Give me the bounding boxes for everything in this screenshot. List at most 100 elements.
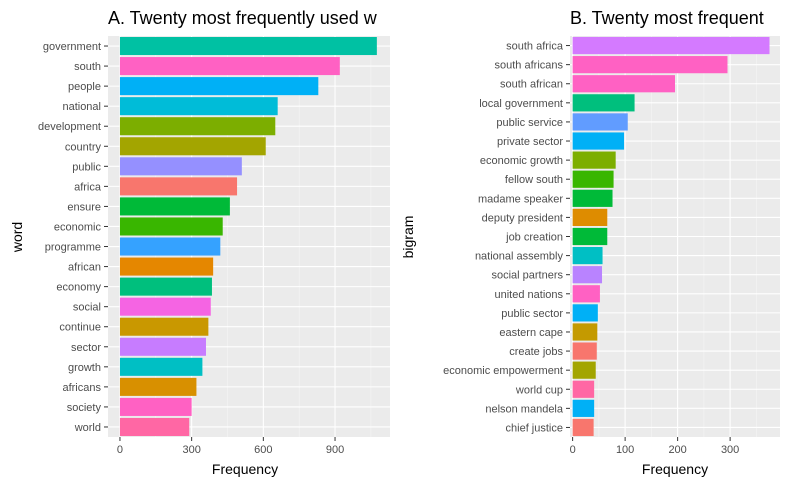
bar-society: [119, 397, 192, 416]
x-tick-label: 300: [182, 444, 200, 456]
bar-public-service: [572, 113, 628, 131]
bar-national-assembly: [572, 247, 603, 265]
y-tick-label: economic empowerment: [443, 365, 563, 377]
panel-b-bars: [572, 36, 770, 437]
bar-south-africa: [572, 36, 770, 55]
y-tick-label: social partners: [491, 270, 563, 282]
bar-chief-justice: [572, 418, 594, 437]
bar-united-nations: [572, 285, 600, 303]
bar-job-creation: [572, 227, 608, 246]
bar-create-jobs: [572, 342, 597, 360]
bar-world: [119, 417, 190, 436]
bar-south-africans: [572, 56, 728, 74]
y-tick-label: public service: [496, 117, 563, 129]
y-tick-label: fellow south: [505, 174, 563, 186]
y-tick-label: south african: [500, 79, 563, 91]
y-tick-label: economic growth: [480, 155, 563, 167]
y-tick-label: government: [43, 41, 101, 53]
y-tick-label: public sector: [501, 308, 563, 320]
bar-deputy-president: [572, 208, 608, 226]
y-tick-label: sector: [71, 342, 101, 354]
bar-nelson-mandela: [572, 399, 595, 417]
bar-economic-growth: [572, 151, 616, 169]
bar-south: [119, 57, 340, 76]
x-tick-label: 900: [326, 444, 344, 456]
bar-development: [119, 117, 276, 136]
bar-africans: [119, 377, 197, 396]
bar-eastern-cape: [572, 323, 598, 341]
panel-a-x-tick-labels: 0 300 600 900: [117, 437, 344, 456]
bar-public-sector: [572, 304, 598, 322]
y-tick-label: nelson mandela: [485, 403, 564, 415]
bar-economic: [119, 217, 223, 236]
bar-country: [119, 137, 266, 156]
y-tick-label: private sector: [497, 136, 563, 148]
y-tick-label: economic: [54, 221, 102, 233]
y-tick-label: madame speaker: [478, 193, 563, 205]
panel-b-y-axis-label: bigram: [400, 216, 416, 259]
bar-economic-empowerment: [572, 361, 596, 379]
panel-b-x-tick-labels: 0 100 200 300: [570, 437, 739, 456]
y-tick-label: africa: [74, 181, 102, 193]
panel-b: B. Twenty most frequent south africasout…: [400, 8, 780, 477]
bar-private-sector: [572, 132, 625, 150]
y-tick-label: africans: [62, 382, 101, 394]
y-tick-label: deputy president: [482, 212, 563, 224]
bar-fellow-south: [572, 170, 614, 188]
bar-economy: [119, 277, 212, 296]
bar-social: [119, 297, 211, 316]
panel-b-x-axis-label: Frequency: [642, 461, 708, 477]
x-tick-label: 0: [117, 444, 123, 456]
y-tick-label: chief justice: [506, 422, 563, 434]
x-tick-label: 200: [668, 444, 686, 456]
y-tick-label: world: [74, 422, 101, 434]
panel-a-y-tick-labels: government south people national development…: [38, 41, 108, 434]
bar-ensure: [119, 197, 230, 216]
y-tick-label: african: [68, 262, 101, 274]
y-tick-label: south: [74, 61, 101, 73]
bar-local-government: [572, 94, 635, 112]
y-tick-label: job creation: [505, 232, 563, 244]
x-tick-label: 100: [616, 444, 634, 456]
bar-public: [119, 157, 242, 176]
bar-africa: [119, 177, 238, 196]
bar-social-partners: [572, 266, 603, 284]
panel-a-title: A. Twenty most frequently used w: [108, 8, 378, 28]
bar-continue: [119, 317, 209, 336]
y-tick-label: united nations: [495, 289, 564, 301]
panel-a-y-axis-label: word: [9, 222, 25, 253]
bar-national: [119, 97, 278, 116]
y-tick-label: economy: [56, 282, 101, 294]
y-tick-label: national: [62, 101, 101, 113]
bar-world-cup: [572, 380, 595, 398]
y-tick-label: eastern cape: [499, 327, 563, 339]
x-tick-label: 300: [721, 444, 739, 456]
y-tick-label: world cup: [515, 384, 563, 396]
panel-b-y-tick-labels: south africa south africans south african l…: [443, 41, 570, 434]
y-tick-label: public: [72, 161, 101, 173]
y-tick-label: growth: [68, 362, 101, 374]
y-tick-label: south africans: [495, 60, 564, 72]
y-tick-label: society: [67, 402, 102, 414]
y-tick-label: ensure: [67, 201, 101, 213]
y-tick-label: continue: [59, 322, 101, 334]
bar-growth: [119, 357, 203, 376]
bar-african: [119, 257, 214, 276]
panel-a: A. Twenty most frequently used w governm…: [9, 8, 390, 477]
y-tick-label: social: [73, 302, 101, 314]
y-tick-label: development: [38, 121, 101, 133]
y-tick-label: local government: [479, 98, 563, 110]
panel-a-plot-background: [108, 36, 390, 437]
y-tick-label: country: [65, 141, 102, 153]
bar-programme: [119, 237, 221, 256]
bar-sector: [119, 337, 206, 356]
panel-b-title: B. Twenty most frequent: [570, 8, 764, 28]
bar-people: [119, 77, 319, 96]
bar-south-african: [572, 75, 675, 93]
panel-a-bars: [119, 37, 377, 436]
x-tick-label: 0: [570, 444, 576, 456]
y-tick-label: create jobs: [509, 346, 563, 358]
bar-madame-speaker: [572, 189, 613, 207]
bar-government: [119, 37, 377, 56]
